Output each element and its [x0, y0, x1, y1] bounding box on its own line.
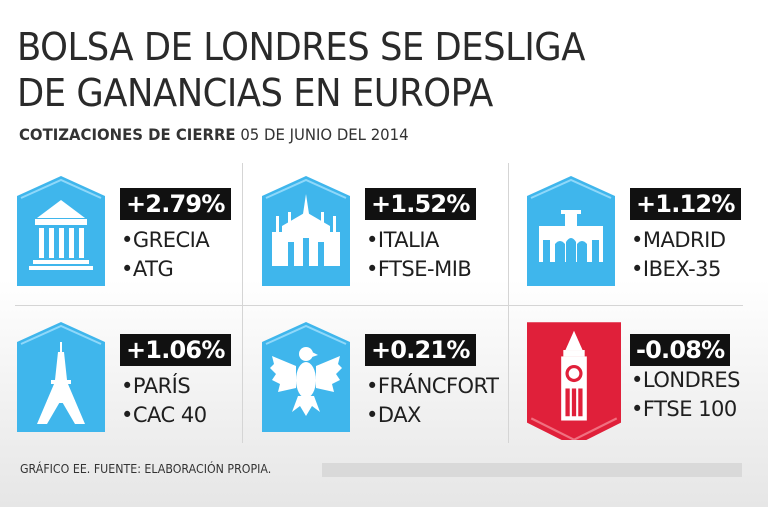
- divider-vertical-2: [508, 163, 509, 443]
- puerta-de-alcala-icon: [527, 176, 615, 286]
- market-city: •ITALIA: [366, 228, 439, 252]
- market-card-francfort: +0.21% •FRÁNCFORT •DAX: [262, 322, 502, 442]
- market-index: •CAC 40: [121, 403, 207, 427]
- market-card-italia: +1.52% •ITALIA •FTSE-MIB: [262, 176, 502, 296]
- market-card-londres: -0.08% •LONDRES •FTSE 100: [527, 322, 767, 442]
- market-card-paris: +1.06% •PARÍS •CAC 40: [17, 322, 257, 442]
- market-city: •LONDRES: [631, 368, 740, 392]
- change-badge: +2.79%: [120, 188, 231, 220]
- source-note: GRÁFICO EE. FUENTE: ELABORACIÓN PROPIA.: [20, 462, 272, 476]
- subtitle-date: 05 DE JUNIO DEL 2014: [240, 125, 409, 144]
- change-badge: +1.06%: [120, 334, 231, 366]
- market-index: •ATG: [121, 257, 174, 281]
- title-line-2: DE GANANCIAS EN EUROPA: [17, 71, 493, 115]
- title-line-1: BOLSA DE LONDRES SE DESLIGA: [17, 25, 585, 69]
- page-title: BOLSA DE LONDRES SE DESLIGA DE GANANCIAS…: [17, 24, 612, 116]
- eiffel-tower-icon: [17, 322, 105, 432]
- change-badge: +1.52%: [365, 188, 476, 220]
- change-badge: +0.21%: [365, 334, 476, 366]
- market-city: •MADRID: [631, 228, 726, 252]
- market-index: •IBEX-35: [631, 257, 721, 281]
- subtitle-label: COTIZACIONES DE CIERRE: [19, 125, 236, 144]
- market-card-madrid: +1.12% •MADRID •IBEX-35: [527, 176, 767, 296]
- market-index: •FTSE 100: [631, 397, 737, 421]
- german-eagle-icon: [262, 322, 350, 432]
- divider-horizontal: [15, 305, 743, 306]
- footer-bar: [322, 463, 742, 477]
- market-index: •FTSE-MIB: [366, 257, 472, 281]
- milan-cathedral-icon: [262, 176, 350, 286]
- change-badge: +1.12%: [630, 188, 741, 220]
- page-subtitle: COTIZACIONES DE CIERRE 05 DE JUNIO DEL 2…: [19, 125, 409, 144]
- market-city: •PARÍS: [121, 374, 191, 398]
- change-badge: -0.08%: [630, 334, 731, 366]
- big-ben-icon: [527, 322, 621, 440]
- greek-temple-icon: [17, 176, 105, 286]
- market-city: •FRÁNCFORT: [366, 374, 499, 398]
- market-card-grecia: +2.79% •GRECIA •ATG: [17, 176, 257, 296]
- market-index: •DAX: [366, 403, 421, 427]
- market-city: •GRECIA: [121, 228, 210, 252]
- divider-vertical-1: [242, 163, 243, 443]
